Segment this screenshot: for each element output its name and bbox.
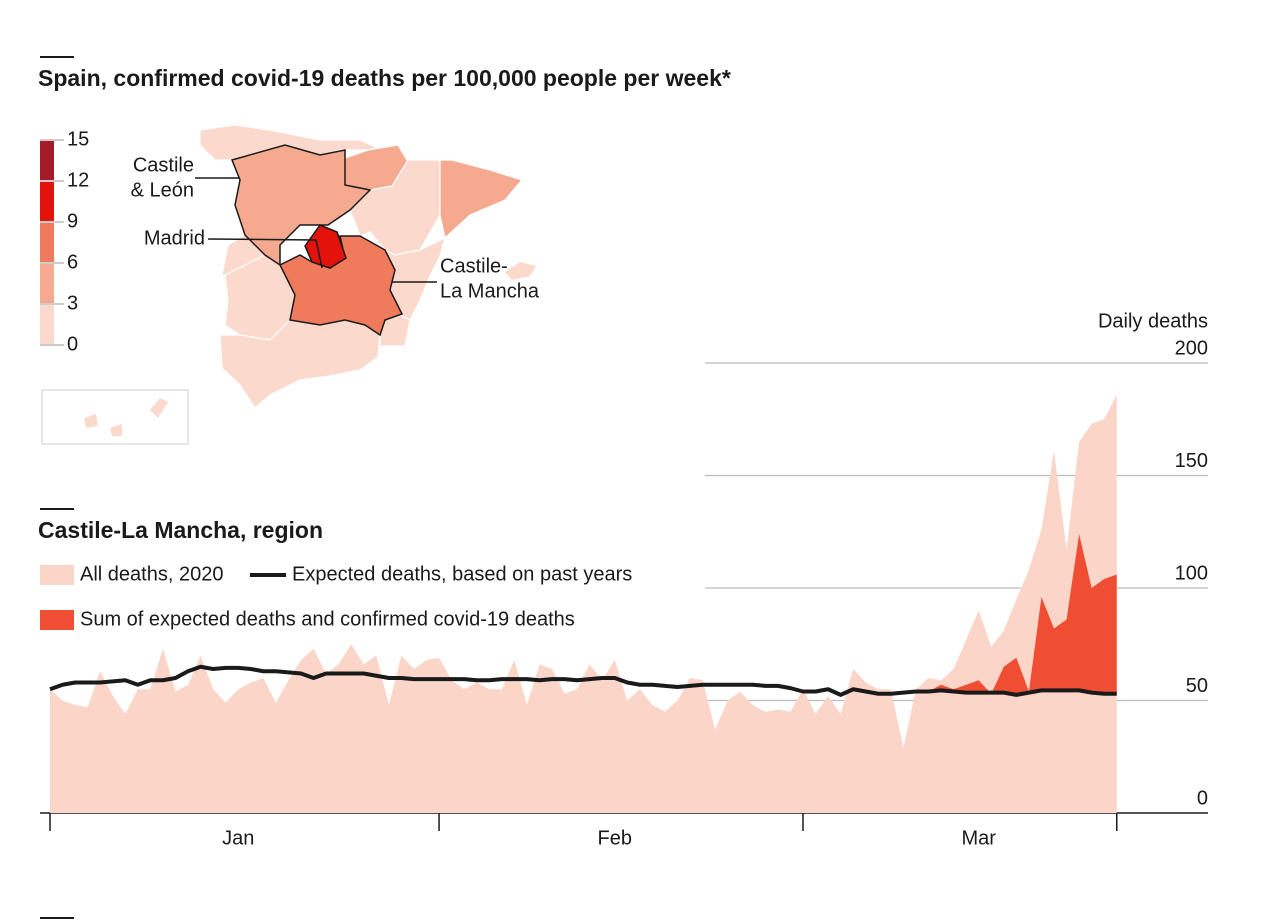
chart-title: Castile-La Mancha, region <box>38 517 323 543</box>
scale-tick-label: 6 <box>67 251 78 273</box>
scale-tick-label: 9 <box>67 210 78 232</box>
area <box>50 394 1117 813</box>
scale-swatch <box>40 223 54 262</box>
legend-swatch <box>40 610 74 630</box>
scale-swatch <box>40 182 54 221</box>
islands <box>110 424 122 436</box>
x-tick-label: Jan <box>222 827 254 849</box>
scale-tick-label: 15 <box>67 128 89 150</box>
y-tick-label: 50 <box>1186 675 1208 697</box>
legend-label: All deaths, 2020 <box>80 563 223 585</box>
area <box>928 534 1117 695</box>
y-tick-label: 100 <box>1175 562 1208 584</box>
map-label: Madrid <box>144 227 205 249</box>
map: Castile & León Madrid Castile- La Mancha <box>41 124 540 445</box>
islands <box>84 414 98 428</box>
y-axis-label: Daily deaths <box>1098 310 1208 332</box>
region <box>439 159 524 240</box>
y-tick-label: 0 <box>1197 787 1208 809</box>
scale-tick-label: 0 <box>67 333 78 355</box>
x-tick-label: Feb <box>598 827 632 849</box>
region-castile-leon <box>230 144 372 267</box>
region-madrid <box>304 224 347 269</box>
scale-swatch <box>40 264 54 303</box>
scale-tick-label: 3 <box>67 292 78 314</box>
legend-label: Expected deaths, based on past years <box>292 563 632 585</box>
y-tick-label: 150 <box>1175 450 1208 472</box>
map-label: & León <box>131 179 194 201</box>
map-title: Spain, confirmed covid-19 deaths per 100… <box>38 65 731 91</box>
leader-line <box>207 238 323 269</box>
legend-swatch <box>40 565 74 585</box>
y-tick-label: 200 <box>1175 337 1208 359</box>
map-label: Castile <box>133 154 194 176</box>
chart: 0 50 100 150 200 Jan Feb Mar All deaths, 2020 Exp… <box>40 337 1208 849</box>
legend-label: Sum of expected deaths and confirmed cov… <box>80 608 575 630</box>
islands <box>505 262 536 280</box>
scale-tick-label: 12 <box>67 169 89 191</box>
region <box>199 124 383 161</box>
color-scale: 0 3 6 9 12 15 <box>40 128 89 355</box>
islands <box>150 398 168 418</box>
line <box>49 664 1117 697</box>
map-label: Castile- <box>440 255 508 277</box>
scale-swatch <box>40 141 54 180</box>
region <box>219 319 381 409</box>
map-label: La Mancha <box>440 280 540 302</box>
scale-swatch <box>40 305 54 344</box>
inset-box <box>41 389 189 445</box>
x-tick-label: Mar <box>961 827 996 849</box>
